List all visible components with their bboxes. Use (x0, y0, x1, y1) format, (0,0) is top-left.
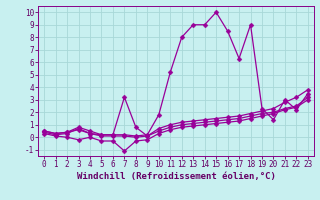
X-axis label: Windchill (Refroidissement éolien,°C): Windchill (Refroidissement éolien,°C) (76, 172, 276, 181)
